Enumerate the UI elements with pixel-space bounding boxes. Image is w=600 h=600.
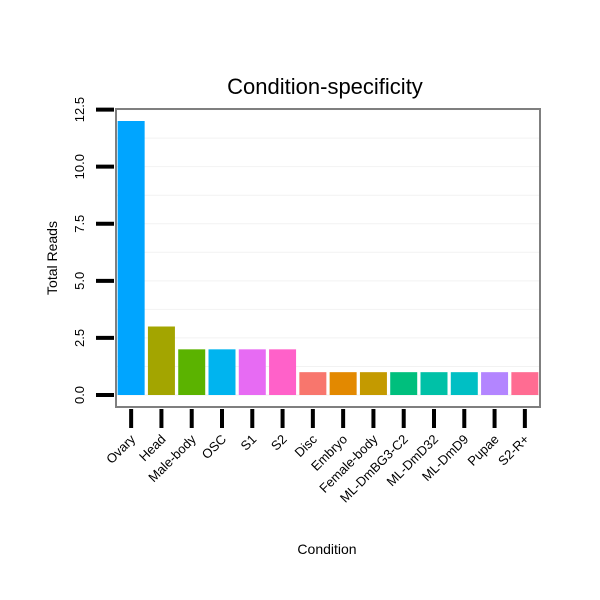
bar-s1	[238, 349, 266, 395]
x-tick-label: Pupae	[465, 432, 502, 469]
bar-female-body	[359, 372, 387, 395]
bar-s2-r+	[511, 372, 539, 395]
bar-ml-dmbg3-c2	[390, 372, 418, 395]
y-tick-label: 0.0	[72, 386, 87, 404]
bar-male-body	[178, 349, 206, 395]
bar-ovary	[117, 121, 145, 395]
y-tick-label: 5.0	[72, 272, 87, 290]
bars	[117, 121, 539, 395]
bar-ml-dmd9	[450, 372, 478, 395]
x-tick-label: OSC	[199, 432, 230, 463]
y-tick-label: 12.5	[72, 97, 87, 122]
x-axis-label: Condition	[297, 541, 356, 557]
x-tick-label: S2	[268, 432, 290, 454]
bar-pupae	[481, 372, 509, 395]
bar-s2	[269, 349, 297, 395]
plot-panel	[115, 108, 541, 408]
y-axis-label: Total Reads	[44, 221, 60, 295]
bar-disc	[299, 372, 327, 395]
x-tick-label: S1	[238, 432, 260, 454]
bar-embryo	[329, 372, 357, 395]
bar-head	[147, 326, 175, 395]
y-tick-label: 2.5	[72, 329, 87, 347]
x-tick-label: Ovary	[103, 431, 138, 466]
y-axis: 0.0 2.5 5.0 7.5 10.0 12.5	[72, 97, 114, 404]
chart-title: Condition-specificity	[227, 74, 423, 99]
bar-ml-dmd32	[420, 372, 448, 395]
x-tick-label: S2-R+	[495, 432, 532, 469]
y-tick-label: 10.0	[72, 154, 87, 179]
bar-osc	[208, 349, 236, 395]
y-tick-label: 7.5	[72, 215, 87, 233]
